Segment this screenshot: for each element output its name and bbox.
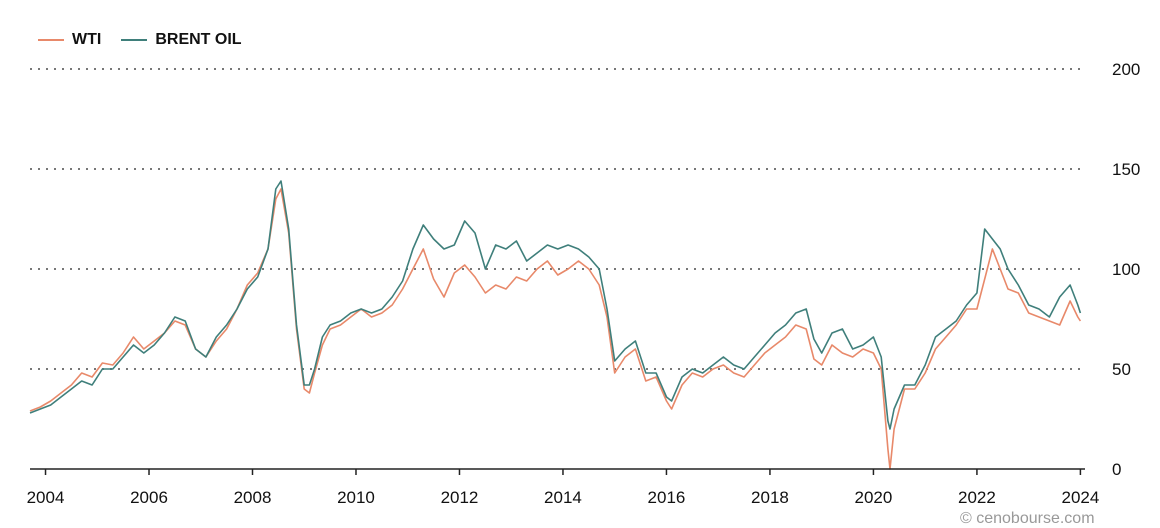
legend-item-wti[interactable]: WTI — [38, 31, 101, 49]
x-tick-label: 2014 — [544, 488, 582, 507]
legend-swatch-brent — [121, 39, 148, 41]
series-lines — [29, 180, 1082, 470]
x-tick-label: 2012 — [441, 488, 479, 507]
chart-legend: WTI BRENT OIL — [38, 27, 242, 53]
y-axis: 0 50 100 150 200 — [1112, 60, 1140, 479]
x-tick-label: 2016 — [648, 488, 686, 507]
legend-label-brent: BRENT OIL — [155, 31, 242, 48]
y-tick-label: 50 — [1112, 360, 1131, 379]
legend-swatch-wti — [38, 39, 64, 41]
y-tick-label: 200 — [1112, 60, 1140, 79]
y-tick-label: 150 — [1112, 160, 1140, 179]
x-tick-label: 2004 — [27, 488, 65, 507]
y-tick-label: 0 — [1112, 460, 1121, 479]
series-line-brent-oil — [29, 180, 1082, 430]
x-tick-label: 2024 — [1061, 488, 1099, 507]
x-tick-label: 2010 — [337, 488, 375, 507]
x-axis: 2004 2006 2008 2010 2012 2014 2016 2018 2020 2022… — [27, 468, 1099, 507]
x-tick-label: 2022 — [958, 488, 996, 507]
x-tick-label: 2006 — [130, 488, 168, 507]
legend-label-wti: WTI — [72, 31, 102, 48]
watermark: © cenobourse.com — [960, 510, 1095, 527]
legend-item-brent[interactable]: BRENT OIL — [121, 31, 242, 49]
series-line-wti — [29, 188, 1082, 470]
x-tick-label: 2018 — [751, 488, 789, 507]
x-tick-label: 2020 — [855, 488, 893, 507]
y-tick-label: 100 — [1112, 260, 1140, 279]
x-tick-label: 2008 — [234, 488, 272, 507]
grid-lines — [30, 68, 1083, 370]
